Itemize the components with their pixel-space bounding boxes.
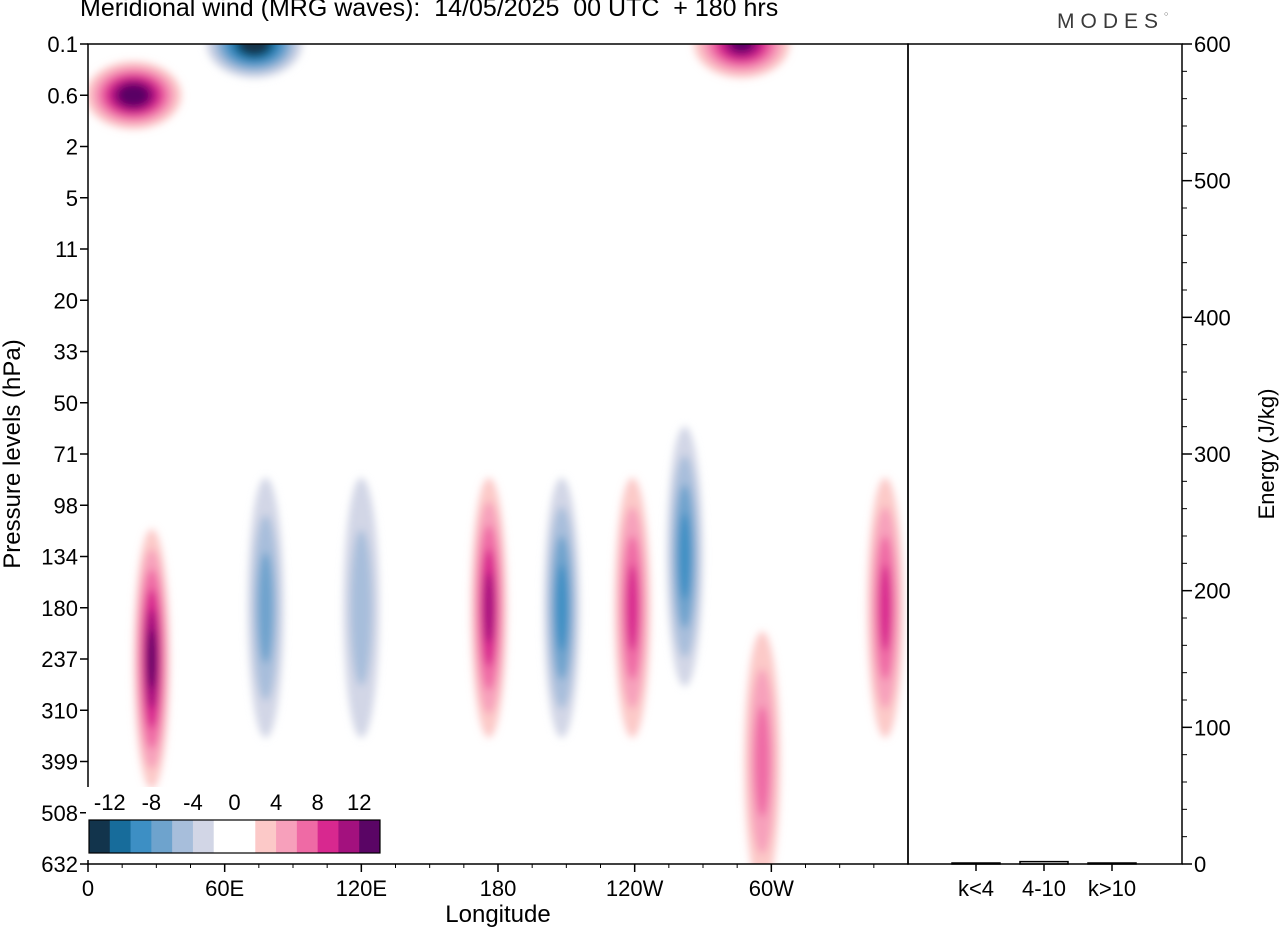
x-axis-label: Longitude bbox=[445, 901, 550, 928]
y-axis-label: Pressure levels (hPa) bbox=[0, 339, 26, 568]
y-tick-label-16: 632 bbox=[41, 852, 78, 877]
energy-bar-0 bbox=[951, 862, 1001, 865]
energy-frame bbox=[907, 43, 1183, 865]
colorbar-label-4: 4 bbox=[270, 790, 282, 815]
y-tick-label-14: 399 bbox=[41, 750, 78, 775]
x-tick-label-5: 60W bbox=[749, 876, 794, 901]
energy-bar-2 bbox=[1087, 862, 1137, 865]
heatmap-cell-3-5 bbox=[483, 572, 494, 644]
energy-tick-label-1: 100 bbox=[1194, 715, 1231, 740]
heatmap-blobs bbox=[88, 44, 904, 864]
heatmap-cell-8-4 bbox=[879, 564, 892, 652]
energy-tick-label-3: 300 bbox=[1194, 442, 1231, 467]
colorbar-label-3: 0 bbox=[228, 790, 240, 815]
logo-text: MODES bbox=[1057, 10, 1165, 33]
y-tick-label-2: 2 bbox=[66, 135, 78, 160]
colorbar-swatch-2 bbox=[130, 820, 152, 853]
heatmap-cell-6-4 bbox=[678, 513, 691, 600]
energy-bar-1 bbox=[1019, 860, 1069, 865]
y-tick-label-15: 508 bbox=[41, 801, 78, 826]
y-tick-label-4: 11 bbox=[55, 237, 78, 262]
colorbar-swatch-9 bbox=[276, 820, 298, 853]
heatmap-cell-10-7 bbox=[244, 44, 264, 51]
y-tick-label-7: 50 bbox=[54, 391, 78, 416]
colorbar-swatch-5 bbox=[192, 820, 215, 853]
registered-mark: ○ bbox=[1164, 11, 1169, 18]
colorbar-swatch-1 bbox=[109, 820, 131, 853]
energy-tick-label-5: 500 bbox=[1194, 169, 1231, 194]
colorbar-label-6: 12 bbox=[347, 790, 371, 815]
chart-title: Meridional wind (MRG waves): 14/05/2025 … bbox=[80, 0, 779, 22]
heatmap-cell-4-4 bbox=[555, 564, 568, 652]
energy-panel: 0 100 200 300 400 500 600 k<4 4-10 k>10 bbox=[951, 32, 1231, 901]
colorbar-label-5: 8 bbox=[312, 790, 324, 815]
colorbar-label-2: -4 bbox=[183, 790, 203, 815]
x-tick-label-0: 0 bbox=[82, 876, 94, 901]
colorbar-swatch-6 bbox=[213, 820, 235, 853]
heatmap-cell-9-7 bbox=[123, 88, 144, 103]
energy-cat-label-1: 4-10 bbox=[1022, 876, 1066, 901]
y-tick-label-1: 0.6 bbox=[47, 83, 78, 108]
y-tick-label-5: 20 bbox=[54, 288, 78, 313]
y-tick-label-12: 237 bbox=[41, 647, 78, 672]
colorbar-frame bbox=[88, 819, 381, 854]
colorbar-swatch-13 bbox=[359, 820, 381, 853]
colorbar-swatch-7 bbox=[234, 820, 256, 853]
colorbar-swatch-0 bbox=[89, 820, 111, 853]
heatmap-cell-7-3 bbox=[754, 705, 770, 818]
energy-tick-label-6: 600 bbox=[1194, 32, 1231, 57]
colorbar-swatch-10 bbox=[296, 820, 319, 853]
energy-cat-label-0: k<4 bbox=[958, 876, 994, 901]
heatmap-cell-2-2 bbox=[350, 529, 373, 686]
colorbar-swatch-4 bbox=[172, 820, 194, 853]
energy-tick-label-0: 0 bbox=[1194, 852, 1206, 877]
y-tick-label-6: 33 bbox=[54, 340, 78, 365]
energy-axis-label: Energy (J/kg) bbox=[1254, 389, 1279, 520]
colorbar-label-1: -8 bbox=[142, 790, 162, 815]
plot-frames bbox=[87, 43, 1183, 865]
heatmap-cell-1-3 bbox=[257, 552, 274, 664]
y-tick-label-10: 134 bbox=[41, 545, 78, 570]
x-tick-label-1: 60E bbox=[205, 876, 244, 901]
y-tick-label-11: 180 bbox=[41, 596, 78, 621]
y-tick-label-0: 0.1 bbox=[47, 32, 78, 57]
colorbar: -12 -8 -4 0 4 8 12 bbox=[86, 787, 383, 860]
heatmap-cell-11-6 bbox=[730, 44, 753, 52]
y-tick-label-13: 310 bbox=[41, 698, 78, 723]
x-axis: 0 60E 120E 180 120W 60W bbox=[82, 864, 875, 901]
colorbar-swatch-3 bbox=[151, 820, 173, 853]
modes-logo: MODES○ bbox=[1057, 10, 1168, 34]
energy-cat-label-2: k>10 bbox=[1088, 876, 1136, 901]
y-tick-label-3: 5 bbox=[66, 186, 78, 211]
heatmap-cell-5-4 bbox=[626, 564, 639, 652]
colorbar-swatch-11 bbox=[317, 820, 339, 853]
energy-tick-label-2: 200 bbox=[1194, 579, 1231, 604]
y-tick-label-8: 71 bbox=[54, 442, 78, 467]
y-axis-left: 0.1 0.6 2 5 11 20 33 50 71 98 134 180 237 310 399 508 63… bbox=[41, 32, 88, 877]
colorbar-swatch-8 bbox=[255, 820, 277, 853]
heatmap-cell-0-6 bbox=[147, 629, 156, 689]
colorbar-swatch-12 bbox=[338, 820, 360, 853]
energy-tick-label-4: 400 bbox=[1194, 305, 1231, 330]
heatmap-field bbox=[88, 44, 904, 864]
x-tick-label-3: 180 bbox=[480, 876, 517, 901]
x-tick-label-2: 120E bbox=[336, 876, 387, 901]
heatmap-frame bbox=[87, 43, 909, 865]
x-tick-label-4: 120W bbox=[606, 876, 664, 901]
y-tick-label-9: 98 bbox=[54, 493, 78, 518]
colorbar-label-0: -12 bbox=[94, 790, 126, 815]
